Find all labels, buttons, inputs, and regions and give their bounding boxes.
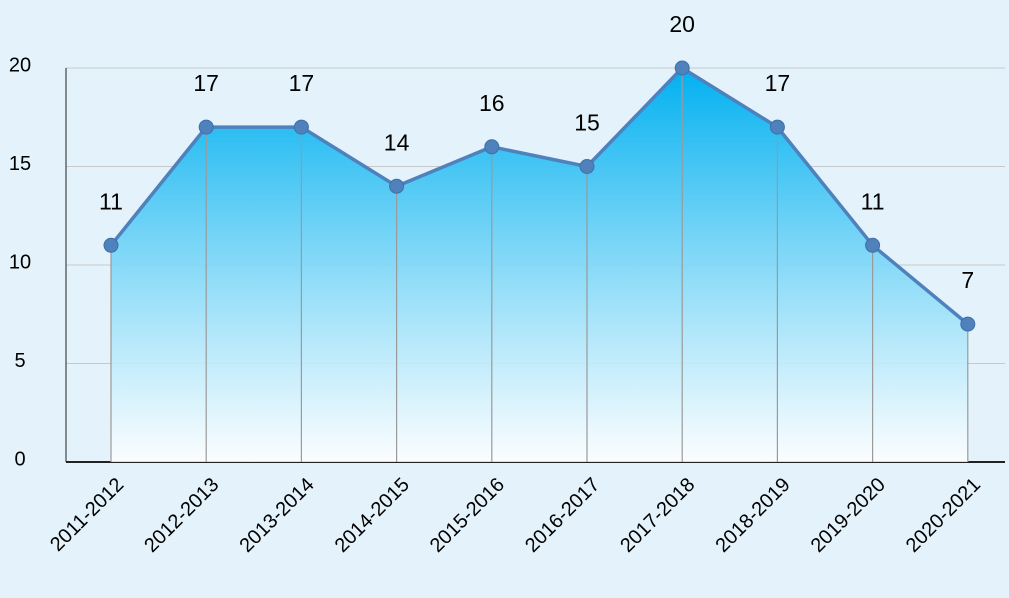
- marker: [484, 139, 500, 155]
- area-fill: [111, 68, 968, 462]
- data-label: 7: [961, 267, 974, 293]
- data-label: 16: [479, 90, 505, 116]
- data-label: 17: [193, 70, 219, 96]
- marker: [674, 60, 690, 76]
- y-tick-label: 15: [9, 153, 31, 175]
- y-tick-label: 5: [14, 350, 25, 372]
- data-label: 11: [99, 188, 123, 214]
- marker: [579, 159, 595, 174]
- data-label: 17: [765, 70, 791, 96]
- data-label: 14: [384, 129, 410, 155]
- line: [109, 66, 969, 326]
- data-label: 17: [289, 70, 315, 96]
- y-tick-label: 20: [9, 54, 31, 76]
- marker: [103, 237, 119, 253]
- marker: [198, 119, 214, 135]
- data-label: 20: [669, 11, 695, 37]
- data-label: 15: [574, 110, 600, 136]
- data-label: 11: [861, 188, 885, 214]
- y-tick-label: 0: [14, 448, 25, 470]
- marker: [293, 119, 309, 135]
- y-tick-label: 10: [9, 251, 31, 273]
- marker: [769, 119, 785, 135]
- marker: [389, 178, 405, 194]
- marker: [960, 316, 976, 332]
- marker: [865, 237, 881, 253]
